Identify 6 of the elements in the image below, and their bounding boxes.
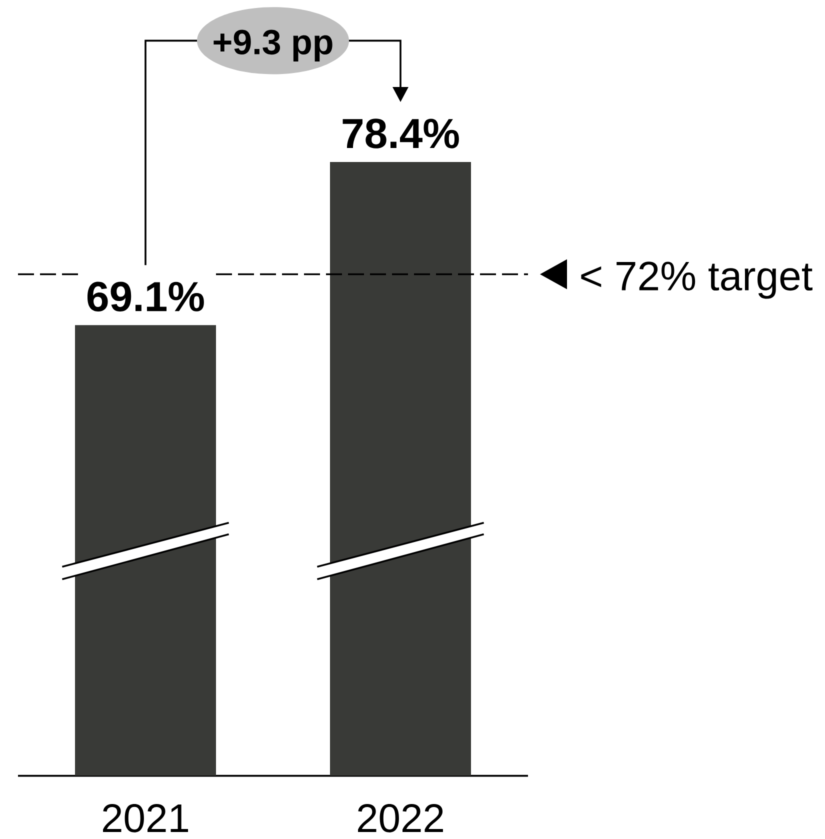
data-label: 78.4% [342, 118, 459, 148]
ref-line-label: < 72% target [581, 262, 812, 299]
x-tick-label: 2022 [358, 804, 443, 832]
text: +9.3 pp [214, 30, 332, 62]
data-label: 69.1% [87, 282, 204, 312]
x-tick-label: 2021 [103, 804, 188, 832]
